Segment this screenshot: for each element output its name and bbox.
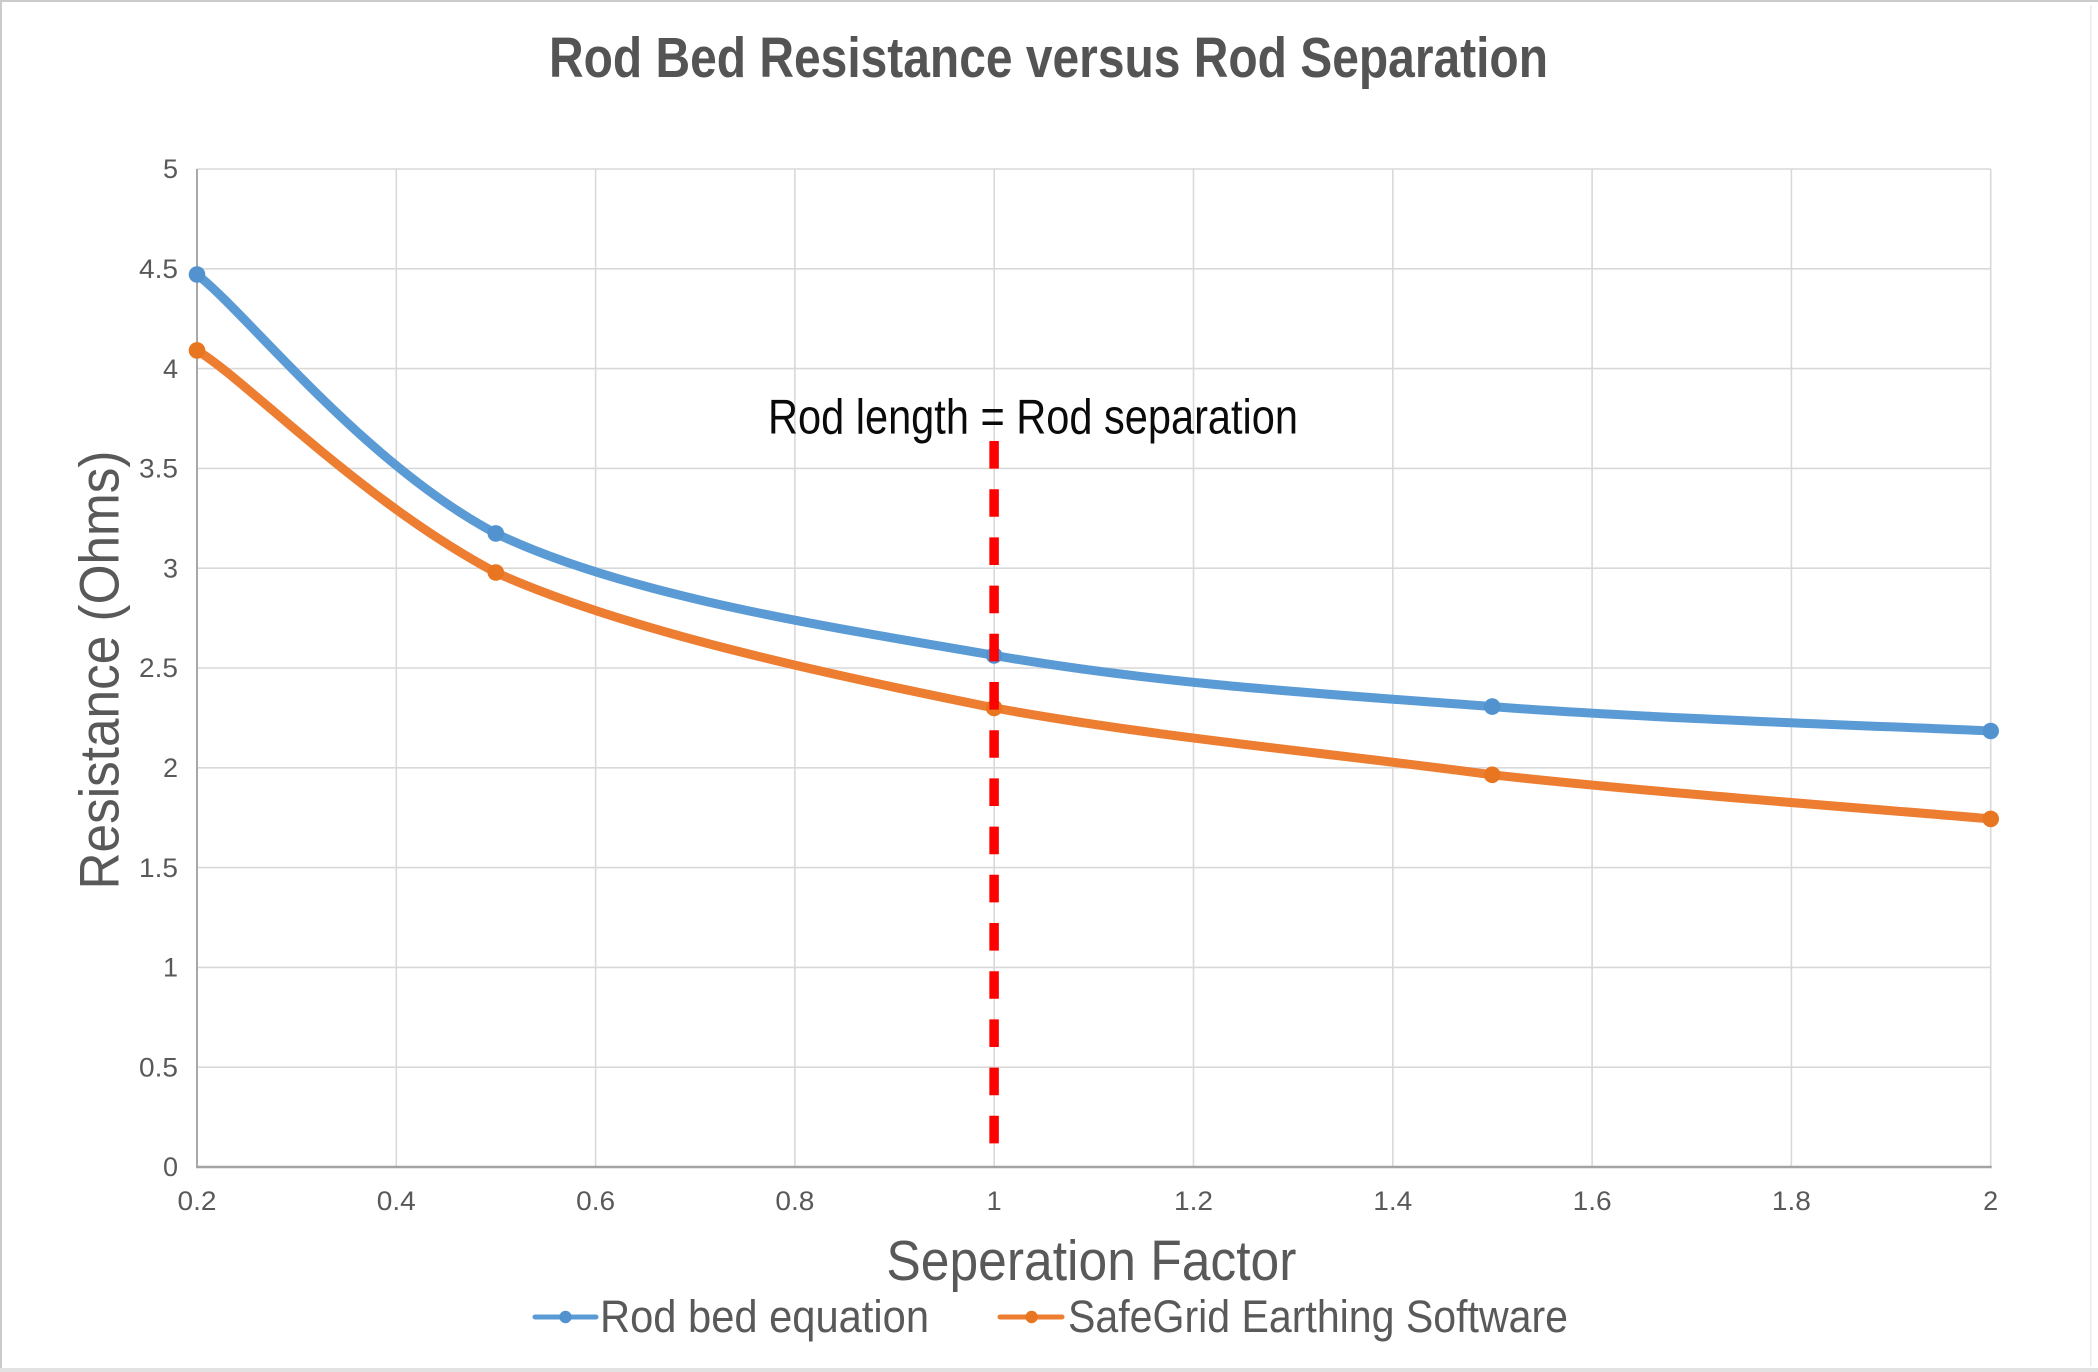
svg-text:0: 0 [163, 1152, 178, 1182]
svg-text:4: 4 [163, 354, 178, 384]
svg-text:1.4: 1.4 [1373, 1186, 1412, 1216]
svg-text:1.8: 1.8 [1772, 1186, 1811, 1216]
svg-text:Resistance (Ohms): Resistance (Ohms) [68, 451, 131, 890]
svg-text:2.5: 2.5 [139, 653, 178, 683]
svg-text:3.5: 3.5 [139, 454, 178, 484]
svg-text:0.6: 0.6 [576, 1186, 615, 1216]
svg-text:Rod Bed Resistance versus Rod: Rod Bed Resistance versus Rod Separation [549, 27, 1548, 90]
svg-text:2: 2 [1983, 1186, 1998, 1216]
svg-text:1.2: 1.2 [1174, 1186, 1213, 1216]
svg-text:1.5: 1.5 [139, 853, 178, 883]
svg-text:4.5: 4.5 [139, 254, 178, 284]
svg-text:1.6: 1.6 [1573, 1186, 1612, 1216]
svg-text:0.2: 0.2 [178, 1186, 217, 1216]
svg-text:0.5: 0.5 [139, 1052, 178, 1082]
svg-text:0.4: 0.4 [377, 1186, 416, 1216]
svg-text:Rod length = Rod separation: Rod length = Rod separation [768, 391, 1298, 445]
svg-text:Seperation Factor: Seperation Factor [886, 1229, 1296, 1292]
svg-text:5: 5 [163, 154, 178, 184]
svg-text:SafeGrid Earthing Software: SafeGrid Earthing Software [1068, 1291, 1568, 1342]
svg-text:Rod bed equation: Rod bed equation [600, 1291, 929, 1342]
svg-text:1: 1 [163, 953, 178, 983]
svg-text:2: 2 [163, 753, 178, 783]
svg-text:3: 3 [163, 553, 178, 583]
svg-text:0.8: 0.8 [775, 1186, 814, 1216]
svg-text:1: 1 [987, 1186, 1002, 1216]
